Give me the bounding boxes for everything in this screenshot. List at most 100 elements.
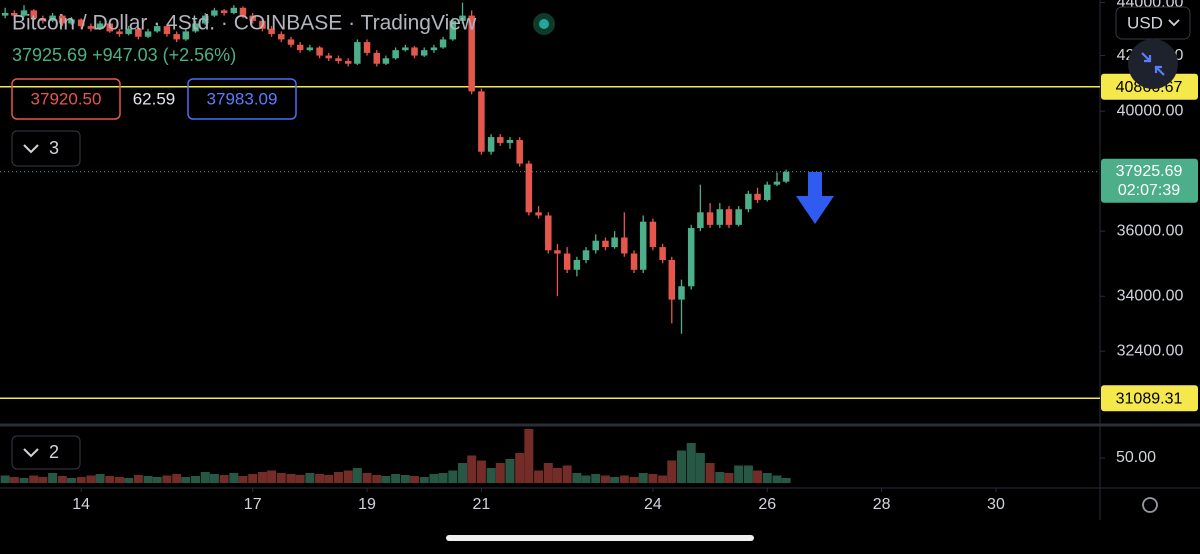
volume-toggle[interactable] bbox=[11, 435, 81, 470]
volume-bar bbox=[162, 475, 172, 483]
candle-body bbox=[20, 10, 28, 16]
candle-body bbox=[545, 215, 552, 251]
quote: 37925.69 +947.03 (+2.56%) bbox=[12, 45, 236, 65]
volume-bar bbox=[505, 459, 515, 483]
volume-bar bbox=[229, 473, 239, 483]
y-tick-label: 44000.00 bbox=[1117, 0, 1184, 11]
arrow-annotation bbox=[796, 172, 834, 224]
volume-bar bbox=[438, 473, 448, 483]
candle-body bbox=[268, 28, 275, 35]
candle-body bbox=[259, 20, 266, 29]
volume-bar bbox=[257, 472, 267, 483]
volume-bar bbox=[562, 465, 572, 483]
volume-bar bbox=[105, 476, 115, 483]
price-label: 31089.31 bbox=[1116, 390, 1183, 407]
volume-bar bbox=[381, 476, 391, 483]
candle-body bbox=[278, 34, 285, 40]
volume-bar bbox=[57, 476, 67, 483]
candle-body bbox=[59, 15, 66, 24]
candle-body bbox=[1, 12, 9, 16]
ask-box[interactable] bbox=[187, 78, 297, 120]
volume-bar bbox=[276, 473, 286, 483]
candle-body bbox=[39, 18, 47, 21]
candle-body bbox=[659, 247, 666, 260]
volume-bar bbox=[267, 470, 277, 483]
bid-box[interactable] bbox=[11, 78, 121, 120]
volume-bar bbox=[29, 475, 39, 483]
volume-bar bbox=[315, 474, 325, 483]
candle-body bbox=[630, 253, 638, 270]
fullscreen-button[interactable] bbox=[1128, 39, 1178, 89]
volume-bar bbox=[448, 470, 458, 483]
candle-body bbox=[96, 23, 104, 29]
candle-body bbox=[363, 42, 371, 53]
candle-body bbox=[735, 209, 742, 225]
x-tick-label: 26 bbox=[758, 496, 776, 513]
volume-bar bbox=[172, 474, 182, 483]
volume-bar bbox=[591, 474, 601, 483]
candle-body bbox=[497, 137, 504, 143]
volume-bar bbox=[38, 477, 48, 483]
indicators-count: 3 bbox=[49, 138, 59, 158]
volume-bar bbox=[629, 477, 639, 483]
candle-body bbox=[725, 209, 733, 225]
volume-bar bbox=[476, 460, 486, 483]
candle-body bbox=[611, 237, 618, 248]
y-tick-label: 36000.00 bbox=[1117, 222, 1184, 239]
candle-body bbox=[306, 47, 314, 51]
volume-bar bbox=[305, 473, 315, 483]
volume-bar bbox=[715, 472, 725, 483]
volume-bar bbox=[410, 476, 420, 483]
y-tick-label: 34000.00 bbox=[1117, 287, 1184, 304]
x-tick-label: 30 bbox=[987, 496, 1005, 513]
volume-bar bbox=[209, 474, 219, 483]
candle-body bbox=[382, 58, 390, 64]
volume-bar bbox=[9, 477, 19, 483]
indicators-toggle[interactable] bbox=[11, 130, 81, 167]
candle-body bbox=[77, 19, 85, 27]
volume-bar bbox=[524, 429, 534, 483]
candle-body bbox=[506, 139, 514, 143]
candle-body bbox=[468, 15, 475, 92]
volume-bar bbox=[734, 465, 744, 483]
volume-bar bbox=[648, 474, 658, 483]
volume-bar bbox=[429, 474, 439, 483]
volume-bar bbox=[552, 468, 562, 483]
candle-body bbox=[487, 137, 495, 152]
candle-body bbox=[192, 23, 199, 32]
volume-bar bbox=[114, 477, 124, 483]
chevron bbox=[23, 448, 39, 458]
candle-body bbox=[287, 39, 295, 45]
volume-bar bbox=[458, 463, 468, 483]
volume-bar bbox=[286, 474, 296, 483]
candle-body bbox=[373, 52, 381, 64]
candle-body bbox=[668, 259, 676, 300]
x-tick-label: 21 bbox=[472, 496, 490, 513]
candle-body bbox=[49, 15, 56, 21]
volume-bar bbox=[76, 477, 86, 483]
candle-body bbox=[211, 10, 218, 16]
candle-body bbox=[764, 184, 771, 200]
candle-body bbox=[439, 39, 447, 48]
candle-body bbox=[30, 10, 37, 19]
candle-body bbox=[296, 44, 304, 51]
volume-bar bbox=[324, 475, 334, 483]
candle-body bbox=[573, 259, 581, 270]
volume-bar bbox=[676, 450, 686, 483]
volume-count: 2 bbox=[49, 442, 59, 462]
bid: 37920.50 bbox=[31, 89, 102, 108]
candle-body bbox=[125, 28, 132, 35]
chevron bbox=[23, 144, 39, 154]
candle-body bbox=[344, 61, 352, 64]
volume-bar bbox=[362, 473, 372, 483]
home-indicator[interactable] bbox=[446, 535, 754, 541]
settings-icon[interactable] bbox=[1142, 497, 1158, 513]
volume-bar bbox=[200, 472, 210, 483]
volume-bar bbox=[781, 478, 791, 483]
candle-body bbox=[230, 7, 238, 13]
candle-body bbox=[116, 31, 123, 35]
last-price-box bbox=[1101, 158, 1198, 203]
candle-body bbox=[554, 250, 561, 254]
volume-bar bbox=[724, 473, 734, 483]
